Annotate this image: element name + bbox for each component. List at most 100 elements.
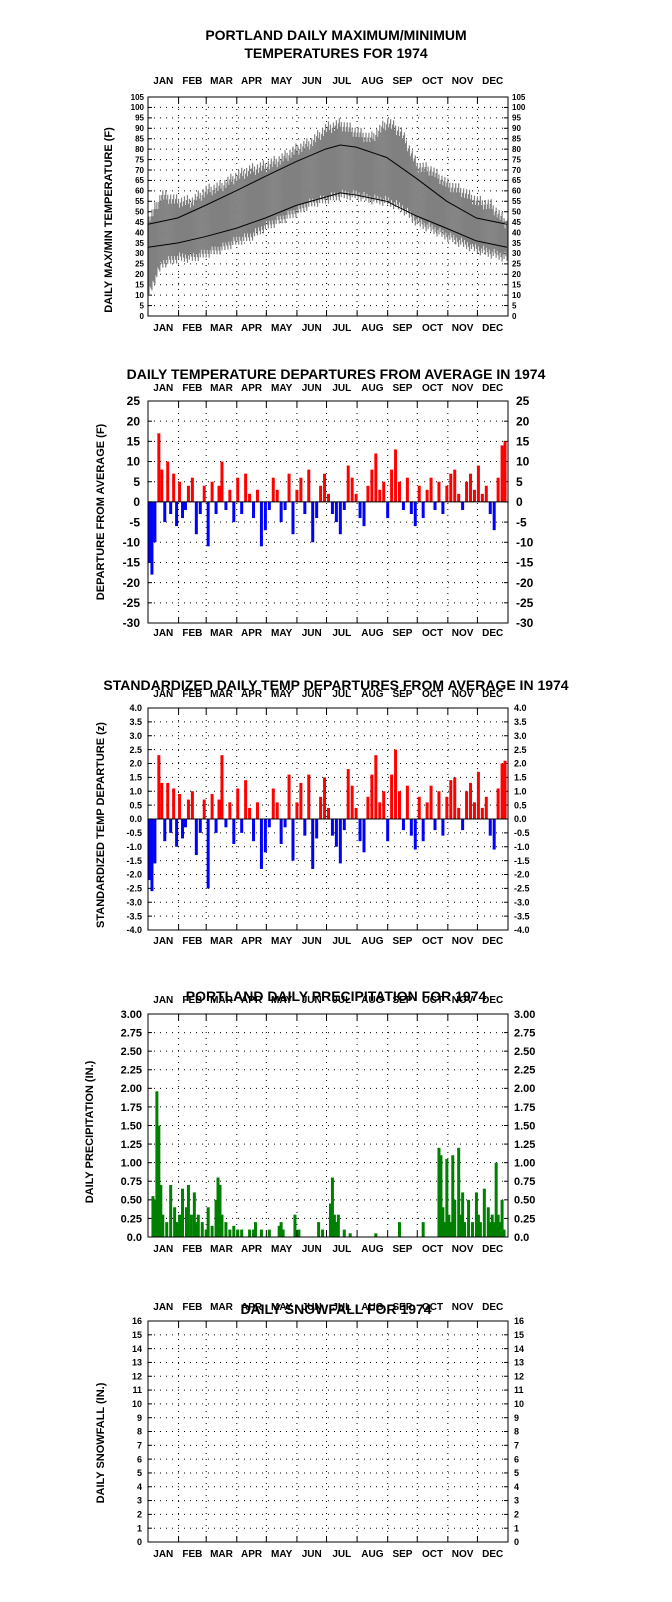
y-tick-label: 13 (514, 1358, 524, 1368)
data-bar (332, 1214, 336, 1237)
data-bar (374, 755, 378, 819)
data-bar (277, 1225, 281, 1237)
data-bar (461, 819, 465, 831)
y-tick-label: 60 (135, 187, 144, 196)
y-tick-label: 15 (135, 281, 144, 290)
month-label-jun: JUN (302, 1549, 322, 1560)
data-bar (378, 802, 382, 819)
data-bar (500, 1199, 504, 1237)
data-bar (417, 796, 421, 819)
month-label-aug: AUG (361, 1549, 383, 1560)
data-bar (354, 493, 358, 502)
y-tick-label: -15 (123, 556, 141, 570)
y-tick-label: 5 (512, 301, 517, 310)
y-tick-label: 5 (140, 301, 145, 310)
data-bar (155, 1091, 159, 1237)
data-bar (293, 1214, 297, 1237)
y-axis-label: DEPARTURE FROM AVERAGE (F) (95, 423, 107, 600)
month-label-jul: JUL (332, 383, 351, 394)
y-tick-label: 25 (135, 260, 144, 269)
month-label-jun: JUN (302, 383, 322, 394)
y-tick-label: 105 (131, 93, 145, 102)
data-bar (214, 1199, 218, 1237)
data-bar (348, 1233, 352, 1237)
plot-frame (147, 707, 509, 931)
data-bar (457, 1147, 461, 1237)
data-bar (206, 819, 210, 889)
month-label-aug: AUG (361, 995, 383, 1006)
y-tick-label: 100 (131, 103, 145, 112)
bottom-month-labels: JAN FEB MAR APR MAY JUN JUL AUG SEP OCT NOV DEC (153, 628, 503, 639)
data-bar (453, 1199, 457, 1237)
month-label-nov: NOV (452, 1302, 474, 1313)
month-label-may: MAY (271, 628, 293, 639)
data-bar (421, 1222, 425, 1237)
data-bar (362, 819, 366, 853)
month-label-feb: FEB (182, 689, 202, 700)
data-bar (370, 774, 374, 819)
y-tick-label: 1.00 (121, 1158, 142, 1170)
grid (148, 401, 508, 623)
data-marks (151, 1091, 506, 1237)
top-month-labels: JAN FEB MAR APR MAY JUN JUL AUG SEP OCT NOV DEC (153, 1302, 503, 1313)
data-bar (498, 1222, 502, 1237)
data-bar (449, 780, 453, 819)
month-label-oct: OCT (422, 323, 443, 334)
data-bar (169, 1184, 173, 1237)
data-bar (386, 819, 390, 842)
y-tick-label: 9 (514, 1413, 519, 1423)
data-bar (275, 489, 279, 502)
month-label-nov: NOV (452, 628, 474, 639)
data-bar (461, 501, 465, 510)
y-tick-label: 0.0 (129, 814, 142, 824)
data-bar (186, 485, 190, 502)
chart-title: PORTLAND DAILY PRECIPITATION FOR 1974 (186, 988, 487, 1004)
y-tick-label: 70 (135, 166, 144, 175)
data-bar (453, 777, 457, 819)
month-label-jan: JAN (153, 689, 173, 700)
data-bar (449, 473, 453, 502)
data-bar (451, 1155, 455, 1237)
month-label-feb: FEB (182, 383, 202, 394)
month-label-sep: SEP (392, 383, 412, 394)
data-bar (186, 799, 190, 819)
y-tick-label: -3.0 (514, 897, 530, 907)
y-tick-label: 16 (132, 1316, 142, 1326)
data-bar (394, 449, 398, 502)
month-label-dec: DEC (482, 689, 503, 700)
data-bar (476, 465, 480, 502)
data-bar (206, 1207, 210, 1237)
data-bar (240, 501, 244, 515)
month-label-jul: JUL (332, 1549, 351, 1560)
data-bar (160, 469, 164, 502)
data-bar (232, 501, 236, 523)
month-label-may: MAY (271, 1244, 293, 1255)
data-bar (478, 1222, 482, 1237)
y-tick-label: 25 (127, 394, 141, 408)
y-tick-labels-left: 0.0 0.25 0.50 0.75 1.00 1.25 1.50 1.75 2.00 2.25 2… (121, 1009, 152, 1244)
y-tick-label: 25 (516, 394, 530, 408)
y-tick-label: -10 (516, 535, 534, 549)
data-bar (321, 1229, 325, 1237)
y-tick-label: 5 (137, 1468, 142, 1478)
y-tick-label: 50 (135, 208, 144, 217)
data-bar (178, 1214, 182, 1237)
y-tick-label: -3.5 (514, 911, 530, 921)
y-tick-label: -20 (516, 576, 534, 590)
y-tick-label: 7 (137, 1440, 142, 1450)
data-bar (315, 819, 319, 839)
data-bar (295, 489, 299, 502)
data-bar (159, 1184, 163, 1237)
month-label-jan: JAN (153, 76, 173, 87)
y-tick-label: 2 (514, 1510, 519, 1520)
y-tick-label: 0.0 (514, 814, 527, 824)
top-month-labels: JAN FEB MAR APR MAY JUN JUL AUG SEP OCT NOV DEC (153, 76, 503, 87)
y-tick-label: 80 (512, 145, 521, 154)
data-bar (328, 1203, 332, 1237)
data-bar (252, 1229, 256, 1237)
data-bar (469, 473, 473, 502)
data-bar (457, 807, 461, 819)
y-tick-label: 100 (512, 103, 526, 112)
data-bar (382, 791, 386, 819)
y-tick-label: 0.0 (127, 1232, 142, 1244)
